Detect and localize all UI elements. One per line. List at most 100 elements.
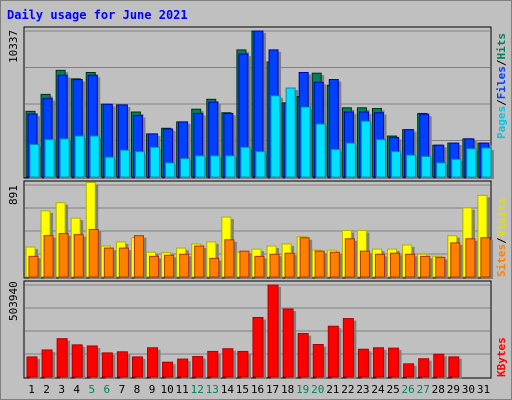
bar-kbytes [207,350,219,378]
legend-files-label: Files [495,66,508,100]
bar-kbytes [162,361,174,378]
x-tick-label: 3 [58,383,65,396]
legend-sites-label: Sites [495,243,508,277]
bar-pages [375,139,386,178]
y-max-label-middle: 891 [7,183,23,213]
bar-sites [359,250,370,278]
bar-pages [210,155,221,178]
x-tick-label: 1 [28,383,35,396]
bar-sites [224,239,235,278]
bar-pages [150,146,161,178]
bar-sites [133,235,144,278]
bar-kbytes [357,348,369,378]
legend-separator: / [495,59,508,67]
y-max-value: 891 [7,185,20,205]
x-tick-label: 13 [206,383,219,396]
bar-kbytes [71,344,83,378]
x-tick-label: 7 [119,383,126,396]
x-tick-label: 25 [386,383,399,396]
x-tick-label: 12 [191,383,204,396]
y-max-label-top: 10337 [7,27,23,67]
bar-pages [391,151,402,178]
x-tick-label: 6 [104,383,111,396]
bar-pages [255,151,266,178]
bar-pages [119,149,130,178]
x-tick-label: 14 [221,383,235,396]
y-max-value: 10337 [7,29,20,63]
legend-bottom: KBytes [495,329,511,379]
bar-sites [344,238,355,278]
legend-kbytes-label: KBytes [495,337,508,377]
y-max-value: 503940 [7,281,20,321]
bar-sites [435,256,446,278]
legend-visits-label: Visits [495,197,508,238]
bar-kbytes [418,358,430,378]
bar-pages [421,156,432,178]
chart-panel-3 [23,280,492,379]
bar-sites [209,257,220,278]
legend-top: Pages/Files/Hits [495,29,511,173]
bar-sites [58,233,69,278]
bar-kbytes [177,358,189,378]
bar-sites [194,245,205,278]
bar-pages [74,135,85,178]
bar-kbytes [267,284,279,378]
bar-pages [104,156,115,178]
bar-sites [118,247,129,278]
x-tick-label: 23 [356,383,369,396]
x-tick-label: 21 [326,383,339,396]
bar-kbytes [41,349,53,378]
bar-pages [300,106,311,178]
x-tick-label: 22 [341,383,354,396]
bar-kbytes [116,351,128,378]
bar-pages [406,154,417,178]
bar-kbytes [237,350,249,378]
x-tick-label: 9 [149,383,156,396]
bar-sites [164,254,175,278]
bar-sites [420,255,431,278]
x-tick-label: 18 [281,383,294,396]
bar-sites [314,250,325,278]
bar-sites [43,235,54,278]
legend-separator: / [495,237,508,244]
bar-pages [481,147,492,178]
bar-sites [450,242,461,278]
bar-kbytes [252,316,264,378]
bar-sites [390,252,401,278]
x-tick-label: 4 [73,383,80,396]
bar-sites [179,253,190,278]
bar-pages [134,151,145,178]
bar-pages [360,120,371,178]
bar-kbytes [26,356,38,378]
x-tick-label: 29 [447,383,460,396]
x-tick-label: 26 [402,383,415,396]
bar-kbytes [86,345,98,378]
bar-pages [195,155,206,178]
x-tick-label: 24 [371,383,385,396]
bar-pages [451,158,462,178]
bar-kbytes [342,318,354,378]
x-tick-label: 16 [251,383,264,396]
bar-pages [345,142,356,178]
bar-sites [103,247,114,278]
x-tick-label: 2 [43,383,50,396]
bar-pages [59,138,70,178]
chart-title: Daily usage for June 2021 [7,8,188,22]
bar-sites [269,253,280,278]
bar-sites [299,237,310,278]
bar-kbytes [372,347,384,378]
bar-kbytes [327,325,339,378]
bar-pages [89,135,100,178]
x-tick-label: 11 [176,383,189,396]
x-tick-label: 20 [311,383,324,396]
bar-pages [330,148,341,178]
x-tick-label: 5 [88,383,95,396]
bar-sites [465,238,476,278]
bar-kbytes [282,308,294,378]
bar-kbytes [131,356,143,378]
bar-kbytes [388,347,400,378]
bar-sites [480,237,491,278]
bar-kbytes [56,338,68,378]
x-tick-label: 30 [462,383,475,396]
